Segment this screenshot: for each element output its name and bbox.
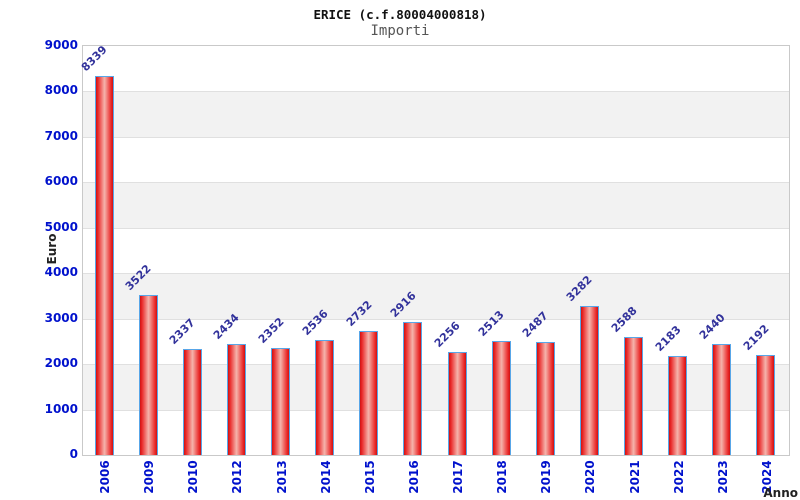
bar [447, 352, 467, 455]
background-band [83, 91, 789, 137]
gridline [83, 409, 789, 411]
x-axis-tick-label: 2019 [539, 460, 554, 494]
bar [226, 344, 246, 455]
bar [359, 331, 379, 455]
y-axis-tick-label: 6000 [44, 174, 78, 189]
y-axis-tick-label: 1000 [44, 401, 78, 416]
chart-title: ERICE (c.f.80004000818) [313, 7, 487, 22]
bar [624, 337, 644, 455]
bar [579, 306, 599, 455]
bar [271, 348, 291, 455]
x-axis-tick-label: 2012 [230, 460, 245, 494]
gridline [83, 364, 789, 366]
x-axis-tick-label: 2018 [495, 460, 510, 494]
chart-subtitle: Importi [370, 23, 430, 39]
bar [491, 341, 511, 455]
x-axis-tick-label: 2021 [627, 460, 642, 494]
background-band [83, 273, 789, 319]
plot-area: 8339 3522 2337 2434 2352 2536 2732 2916 2256 2513… [79, 43, 790, 456]
x-axis-tick-label: 2017 [451, 460, 466, 494]
x-axis-tick-label: 2023 [715, 460, 730, 494]
y-axis-tick-label: 4000 [44, 265, 78, 280]
gridline [83, 91, 789, 93]
gridline [83, 136, 789, 138]
bar [668, 356, 688, 455]
background-band [83, 227, 789, 274]
bar [535, 342, 555, 455]
gridline [83, 318, 789, 320]
background-band [83, 182, 789, 228]
x-axis-tick-label: 2022 [671, 460, 686, 494]
y-axis-tick-label: 5000 [44, 219, 78, 234]
x-axis-tick-label: 2006 [98, 460, 113, 494]
y-axis-title: Euro [45, 233, 59, 265]
x-axis-tick-label: 2009 [142, 460, 157, 494]
bar [403, 322, 423, 455]
bar [712, 344, 732, 455]
bar [182, 349, 202, 455]
bar [94, 76, 114, 455]
x-axis-tick-label: 2015 [362, 460, 377, 494]
x-axis-tick-label: 2016 [406, 460, 421, 494]
x-axis-tick-label: 2013 [274, 460, 289, 494]
y-axis-tick-label: 2000 [44, 356, 78, 371]
y-axis-tick-label: 3000 [44, 310, 78, 325]
bar [138, 295, 158, 455]
x-axis-title: Anno [763, 486, 798, 500]
bar [756, 355, 776, 455]
x-axis-tick-label: 2010 [186, 460, 201, 494]
y-axis-tick-label: 0 [69, 447, 78, 461]
background-band [83, 136, 789, 183]
y-axis-tick-label: 7000 [44, 128, 78, 143]
y-axis-tick-label: 8000 [44, 83, 78, 98]
bar [315, 340, 335, 455]
x-axis-tick-label: 2020 [583, 460, 598, 494]
gridline [83, 273, 789, 275]
background-band [83, 46, 789, 92]
x-axis-tick-label: 2014 [318, 460, 333, 494]
gridline [83, 227, 789, 229]
gridline [83, 182, 789, 184]
y-axis-tick-label: 9000 [44, 38, 78, 52]
